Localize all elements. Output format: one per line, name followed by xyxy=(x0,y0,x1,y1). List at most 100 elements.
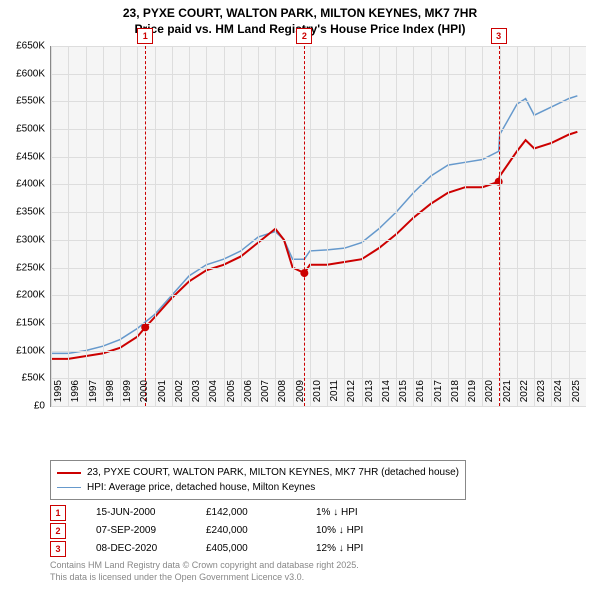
gridline-v xyxy=(206,46,207,406)
event-row-1: 1 15-JUN-2000 £142,000 1% ↓ HPI xyxy=(50,504,396,522)
x-tick-label: 2005 xyxy=(226,380,237,410)
y-tick-label: £50K xyxy=(5,373,45,384)
x-tick-label: 2019 xyxy=(467,380,478,410)
gridline-v xyxy=(413,46,414,406)
gridline-v xyxy=(137,46,138,406)
chart-svg xyxy=(51,46,586,406)
gridline-v xyxy=(551,46,552,406)
footer: Contains HM Land Registry data © Crown c… xyxy=(50,560,359,583)
x-tick-label: 1995 xyxy=(53,380,64,410)
y-tick-label: £350K xyxy=(5,207,45,218)
gridline-h xyxy=(51,46,586,47)
legend-label-property: 23, PYXE COURT, WALTON PARK, MILTON KEYN… xyxy=(87,465,459,480)
x-tick-label: 2020 xyxy=(484,380,495,410)
y-tick-label: £100K xyxy=(5,345,45,356)
x-tick-label: 2010 xyxy=(312,380,323,410)
event-row-2: 2 07-SEP-2009 £240,000 10% ↓ HPI xyxy=(50,522,396,540)
x-tick-label: 1997 xyxy=(88,380,99,410)
x-tick-label: 2013 xyxy=(364,380,375,410)
gridline-h xyxy=(51,129,586,130)
gridline-v xyxy=(431,46,432,406)
y-tick-label: £450K xyxy=(5,151,45,162)
x-tick-label: 2012 xyxy=(346,380,357,410)
event-price-3: £405,000 xyxy=(206,540,286,558)
x-tick-label: 2014 xyxy=(381,380,392,410)
gridline-h xyxy=(51,101,586,102)
gridline-h xyxy=(51,74,586,75)
event-row-3: 3 08-DEC-2020 £405,000 12% ↓ HPI xyxy=(50,540,396,558)
event-marker-box: 3 xyxy=(491,28,507,44)
y-tick-label: £550K xyxy=(5,96,45,107)
y-tick-label: £650K xyxy=(5,41,45,52)
gridline-h xyxy=(51,240,586,241)
gridline-v xyxy=(172,46,173,406)
event-date-1: 15-JUN-2000 xyxy=(96,504,176,522)
event-table: 1 15-JUN-2000 £142,000 1% ↓ HPI 2 07-SEP… xyxy=(50,504,396,558)
x-tick-label: 2009 xyxy=(295,380,306,410)
gridline-v xyxy=(310,46,311,406)
legend-item-hpi: HPI: Average price, detached house, Milt… xyxy=(57,480,459,495)
footer-line-2: This data is licensed under the Open Gov… xyxy=(50,572,359,584)
gridline-h xyxy=(51,212,586,213)
legend-item-property: 23, PYXE COURT, WALTON PARK, MILTON KEYN… xyxy=(57,465,459,480)
plot-area: 123 xyxy=(50,46,586,407)
gridline-v xyxy=(465,46,466,406)
gridline-v xyxy=(241,46,242,406)
legend-swatch-hpi xyxy=(57,487,81,489)
x-tick-label: 2016 xyxy=(415,380,426,410)
x-tick-label: 2002 xyxy=(174,380,185,410)
event-price-2: £240,000 xyxy=(206,522,286,540)
x-tick-label: 2022 xyxy=(519,380,530,410)
gridline-v xyxy=(155,46,156,406)
gridline-v xyxy=(51,46,52,406)
y-tick-label: £200K xyxy=(5,290,45,301)
x-tick-label: 2021 xyxy=(502,380,513,410)
x-tick-label: 1999 xyxy=(122,380,133,410)
legend-label-hpi: HPI: Average price, detached house, Milt… xyxy=(87,480,315,495)
x-tick-label: 2001 xyxy=(157,380,168,410)
event-hpi-2: 10% ↓ HPI xyxy=(316,522,396,540)
gridline-v xyxy=(500,46,501,406)
gridline-v xyxy=(362,46,363,406)
gridline-v xyxy=(258,46,259,406)
gridline-v xyxy=(189,46,190,406)
x-tick-label: 2024 xyxy=(553,380,564,410)
event-date-2: 07-SEP-2009 xyxy=(96,522,176,540)
gridline-v xyxy=(224,46,225,406)
legend-swatch-property xyxy=(57,472,81,474)
gridline-h xyxy=(51,323,586,324)
y-tick-label: £150K xyxy=(5,317,45,328)
event-price-1: £142,000 xyxy=(206,504,286,522)
gridline-v xyxy=(517,46,518,406)
chart-container: { "title": { "line1": "23, PYXE COURT, W… xyxy=(0,0,600,590)
event-marker-box: 2 xyxy=(296,28,312,44)
footer-line-1: Contains HM Land Registry data © Crown c… xyxy=(50,560,359,572)
y-tick-label: £500K xyxy=(5,124,45,135)
legend: 23, PYXE COURT, WALTON PARK, MILTON KEYN… xyxy=(50,460,466,500)
gridline-v xyxy=(448,46,449,406)
gridline-v xyxy=(379,46,380,406)
gridline-v xyxy=(396,46,397,406)
event-marker-1: 1 xyxy=(50,505,66,521)
gridline-h xyxy=(51,157,586,158)
event-marker-2: 2 xyxy=(50,523,66,539)
gridline-v xyxy=(68,46,69,406)
x-tick-label: 2018 xyxy=(450,380,461,410)
event-date-3: 08-DEC-2020 xyxy=(96,540,176,558)
gridline-h xyxy=(51,351,586,352)
x-tick-label: 2015 xyxy=(398,380,409,410)
gridline-v xyxy=(103,46,104,406)
y-tick-label: £400K xyxy=(5,179,45,190)
y-tick-label: £300K xyxy=(5,234,45,245)
x-tick-label: 2006 xyxy=(243,380,254,410)
event-marker-box: 1 xyxy=(137,28,153,44)
x-tick-label: 2004 xyxy=(208,380,219,410)
title-line-1: 23, PYXE COURT, WALTON PARK, MILTON KEYN… xyxy=(0,6,600,22)
chart-area: 123 £0£50K£100K£150K£200K£250K£300K£350K… xyxy=(50,46,585,426)
x-tick-label: 2003 xyxy=(191,380,202,410)
gridline-v xyxy=(569,46,570,406)
x-tick-label: 2007 xyxy=(260,380,271,410)
gridline-h xyxy=(51,184,586,185)
event-line xyxy=(499,46,500,406)
gridline-v xyxy=(120,46,121,406)
